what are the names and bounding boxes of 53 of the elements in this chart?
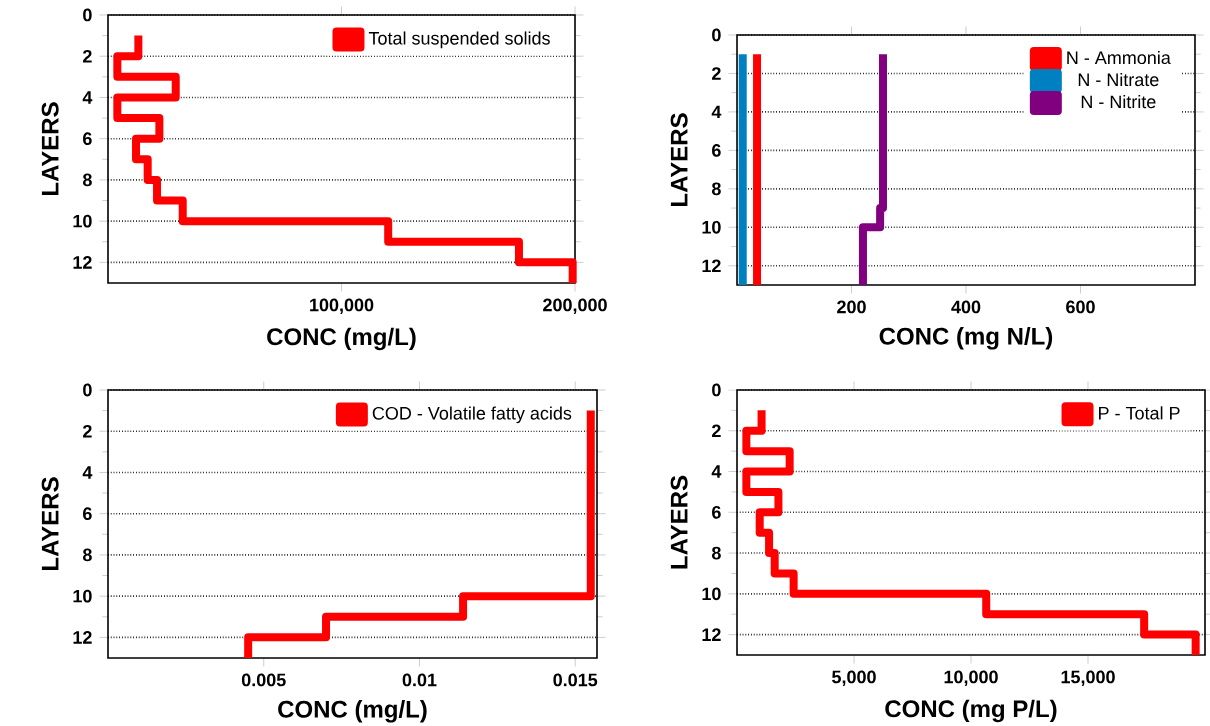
y-tick-label: 10 <box>73 589 92 603</box>
legend-label: P - Total P <box>1099 406 1180 420</box>
legend-label: COD - Volatile fatty acids <box>372 406 572 424</box>
x-tick-label: 200 <box>837 300 866 314</box>
x-tick-label: 200,000 <box>543 298 607 314</box>
y-tick-label: 8 <box>711 182 721 196</box>
y-tick-label: 0 <box>712 383 721 397</box>
y-tick-label: 4 <box>711 105 722 119</box>
y-tick-label: 4 <box>711 465 722 478</box>
y-axis-title: LAYERS <box>670 475 688 569</box>
x-axis-title: CONC (mg/L) <box>267 327 416 351</box>
y-tick-label: 4 <box>82 466 93 479</box>
y-tick-label: 2 <box>712 424 721 438</box>
y-tick-label: 2 <box>83 424 92 438</box>
y-tick-label: 2 <box>83 49 92 63</box>
y-tick-label: 10 <box>73 214 92 228</box>
y-tick-label: 6 <box>712 143 721 157</box>
x-tick-label: 0.015 <box>553 673 598 687</box>
legend-label: Total suspended solids <box>368 31 550 49</box>
y-tick-label: 8 <box>82 548 92 562</box>
y-tick-label: 10 <box>702 220 721 234</box>
y-tick-label: 4 <box>82 91 93 104</box>
x-tick-label: 10,000 <box>944 670 998 686</box>
x-tick-label: 400 <box>951 300 981 314</box>
y-tick-label: 6 <box>712 505 721 519</box>
x-tick-label: 600 <box>1066 300 1095 314</box>
y-tick-label: 8 <box>82 173 92 187</box>
legend-label: N - Ammonia <box>1067 50 1171 65</box>
y-tick-label: 12 <box>702 628 721 641</box>
y-tick-label: 8 <box>711 546 721 560</box>
x-tick-label: 0.01 <box>402 673 437 687</box>
y-tick-label: 6 <box>83 132 92 146</box>
y-axis-title: LAYERS <box>41 102 59 195</box>
x-axis-title: CONC (mg/L) <box>278 700 427 723</box>
legend-label: N - Nitrate <box>1078 72 1159 87</box>
y-axis-title: LAYERS <box>670 113 688 206</box>
x-tick-label: 0.005 <box>241 673 286 687</box>
y-tick-label: 0 <box>712 28 721 42</box>
y-tick-label: 10 <box>702 587 721 601</box>
x-tick-label: 15,000 <box>1061 670 1115 686</box>
y-tick-label: 0 <box>83 383 92 397</box>
x-tick-label: 100,000 <box>310 298 374 314</box>
x-axis-title: CONC (mg P/L) <box>885 699 1057 723</box>
x-axis-title: CONC (mg N/L) <box>879 327 1053 350</box>
y-tick-label: 0 <box>83 8 92 22</box>
y-tick-label: 12 <box>702 259 721 273</box>
y-tick-label: 2 <box>712 67 721 80</box>
x-tick-label: 5,000 <box>832 670 876 686</box>
y-axis-title: LAYERS <box>41 477 59 570</box>
y-tick-label: 12 <box>73 631 92 644</box>
y-tick-label: 6 <box>83 507 92 521</box>
y-tick-label: 12 <box>73 256 92 269</box>
legend-label: N - Nitrite <box>1081 94 1156 109</box>
